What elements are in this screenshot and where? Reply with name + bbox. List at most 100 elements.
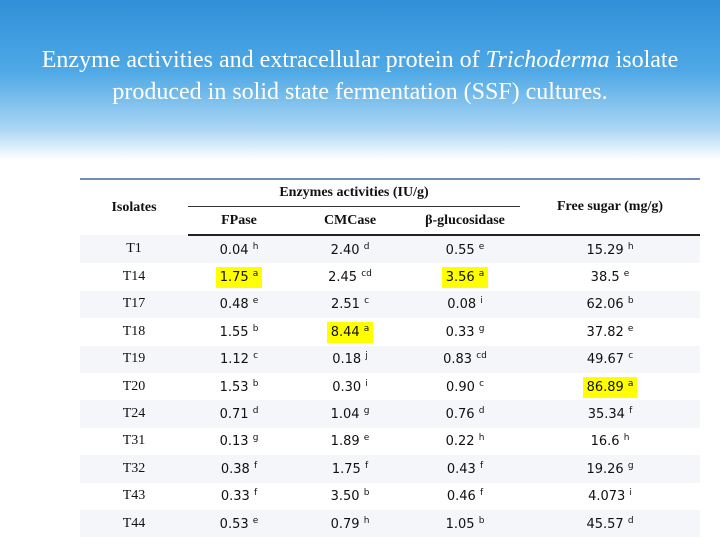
cell-value: 35.34: [587, 407, 625, 423]
value-wrap: 1.75 f: [331, 461, 368, 477]
significance-letter: g: [252, 433, 259, 444]
significance-letter: g: [627, 460, 634, 471]
significance-letter: b: [252, 378, 259, 389]
highlighted-value: 86.89 a: [582, 376, 638, 398]
significance-letter: a: [478, 269, 485, 280]
table-row: T19 1.12 c 0.18 j 0.83 cd 49.67 c: [80, 345, 700, 373]
significance-letter: e: [252, 296, 259, 307]
value-cell: 45.57 d: [520, 509, 700, 538]
significance-letter: j: [365, 351, 368, 362]
value-cell: 1.04 g: [290, 400, 410, 428]
value-wrap: 35.34 f: [587, 406, 633, 423]
cell-value: 2.40: [330, 242, 360, 258]
value-cell: 0.33 f: [188, 483, 290, 510]
value-cell: 0.83 cd: [410, 345, 520, 373]
value-cell: 0.55 e: [410, 235, 520, 264]
cell-value: 0.04: [219, 242, 249, 258]
isolate-cell: T43: [122, 488, 146, 504]
value-wrap: 16.6 h: [591, 433, 630, 449]
cell-value: 0.33: [445, 324, 475, 340]
value-cell: 0.79 h: [290, 509, 410, 538]
cell-value: 4.073: [588, 489, 626, 505]
value-wrap: 0.43 f: [447, 461, 483, 477]
value-cell: 8.44 a: [290, 318, 410, 345]
cell-value: 0.90: [445, 379, 475, 395]
value-cell: 49.67 c: [520, 345, 700, 373]
cell-value: 0.71: [219, 407, 249, 423]
value-wrap: 4.073 i: [588, 488, 632, 505]
value-wrap: 0.33 f: [221, 488, 258, 504]
cell-value: 0.30: [332, 379, 362, 395]
value-wrap: 15.29 h: [586, 241, 634, 258]
cell-value: 1.04: [330, 407, 360, 423]
value-cell: 0.43 f: [410, 455, 520, 483]
value-cell: 0.13 g: [188, 428, 290, 455]
cell-value: 0.22: [445, 434, 475, 450]
significance-letter: a: [363, 323, 370, 334]
isolate-cell: T17: [80, 290, 188, 319]
header-column: FPase: [188, 206, 290, 236]
significance-letter: a: [627, 378, 634, 389]
value-wrap: 0.55 e: [446, 242, 485, 258]
value-cell: 1.05 b: [410, 509, 520, 538]
table-row: T43 0.33 f 3.50 b 0.46 f 4.073 i: [80, 483, 700, 510]
value-cell: 1.12 c: [188, 345, 290, 373]
value-wrap: 0.33 g: [445, 324, 485, 340]
value-wrap: 1.53 b: [219, 378, 259, 395]
slide-title: Enzyme activities and extracellular prot…: [10, 44, 710, 108]
significance-letter: i: [629, 488, 632, 499]
significance-letter: f: [253, 488, 258, 499]
significance-letter: h: [252, 241, 259, 252]
cell-value: 0.46: [446, 489, 476, 505]
isolate-cell: T20: [122, 378, 146, 394]
value-wrap: 1.89 e: [330, 433, 370, 450]
value-wrap: 19.26 g: [586, 460, 634, 477]
value-cell: 19.26 g: [520, 455, 700, 483]
significance-letter: h: [627, 241, 634, 252]
significance-letter: h: [363, 515, 370, 526]
cell-value: 1.75: [219, 270, 249, 286]
significance-letter: d: [478, 406, 485, 417]
value-cell: 0.22 h: [410, 428, 520, 455]
cell-value: 45.57: [586, 516, 624, 532]
cell-value: 2.51: [330, 297, 360, 313]
highlighted-value: 3.56 a: [441, 267, 489, 289]
isolate-cell: T31: [122, 433, 146, 449]
significance-letter: h: [623, 433, 630, 444]
isolate-cell: T18: [122, 323, 146, 339]
cell-value: 49.67: [586, 352, 625, 368]
value-wrap: 37.82 e: [587, 324, 634, 340]
value-cell: 0.76 d: [410, 400, 520, 428]
value-cell: 0.71 d: [188, 400, 290, 428]
value-cell: 0.53 e: [188, 509, 290, 538]
value-cell: 3.50 b: [290, 483, 410, 510]
value-cell: 0.33 g: [410, 318, 520, 345]
isolate-cell: T14: [122, 269, 146, 285]
cell-value: 1.53: [219, 379, 249, 395]
cell-value: 0.48: [219, 297, 249, 313]
value-cell: 37.82 e: [520, 318, 700, 345]
value-cell: 1.75 f: [290, 455, 410, 483]
cell-value: 0.76: [445, 407, 475, 423]
cell-value: 0.83: [443, 352, 473, 368]
significance-letter: c: [628, 351, 634, 362]
cell-value: 2.45: [328, 270, 358, 286]
header-group: Enzymes activities (IU/g): [188, 178, 520, 207]
value-cell: 62.06 b: [520, 290, 700, 319]
cell-value: 1.89: [330, 434, 360, 450]
value-wrap: 1.05 b: [446, 515, 485, 532]
value-cell: 2.40 d: [290, 235, 410, 264]
value-cell: 0.08 i: [410, 290, 520, 319]
cell-value: 0.08: [447, 297, 477, 313]
cell-value: 1.75: [331, 461, 361, 477]
significance-letter: b: [478, 515, 485, 526]
value-cell: 2.45 cd: [290, 263, 410, 290]
cell-value: 62.06: [586, 297, 624, 313]
significance-letter: a: [252, 269, 259, 280]
table-row: T24 0.71 d 1.04 g 0.76 d 35.34 f: [80, 400, 700, 428]
header-isolates: Isolates: [80, 178, 188, 235]
table-body: T1 0.04 h 2.40 d 0.55 e 15.29 h T14 1.75 a 2.45…: [80, 235, 700, 538]
value-wrap: 49.67 c: [586, 351, 634, 368]
cell-value: 1.12: [219, 352, 249, 368]
